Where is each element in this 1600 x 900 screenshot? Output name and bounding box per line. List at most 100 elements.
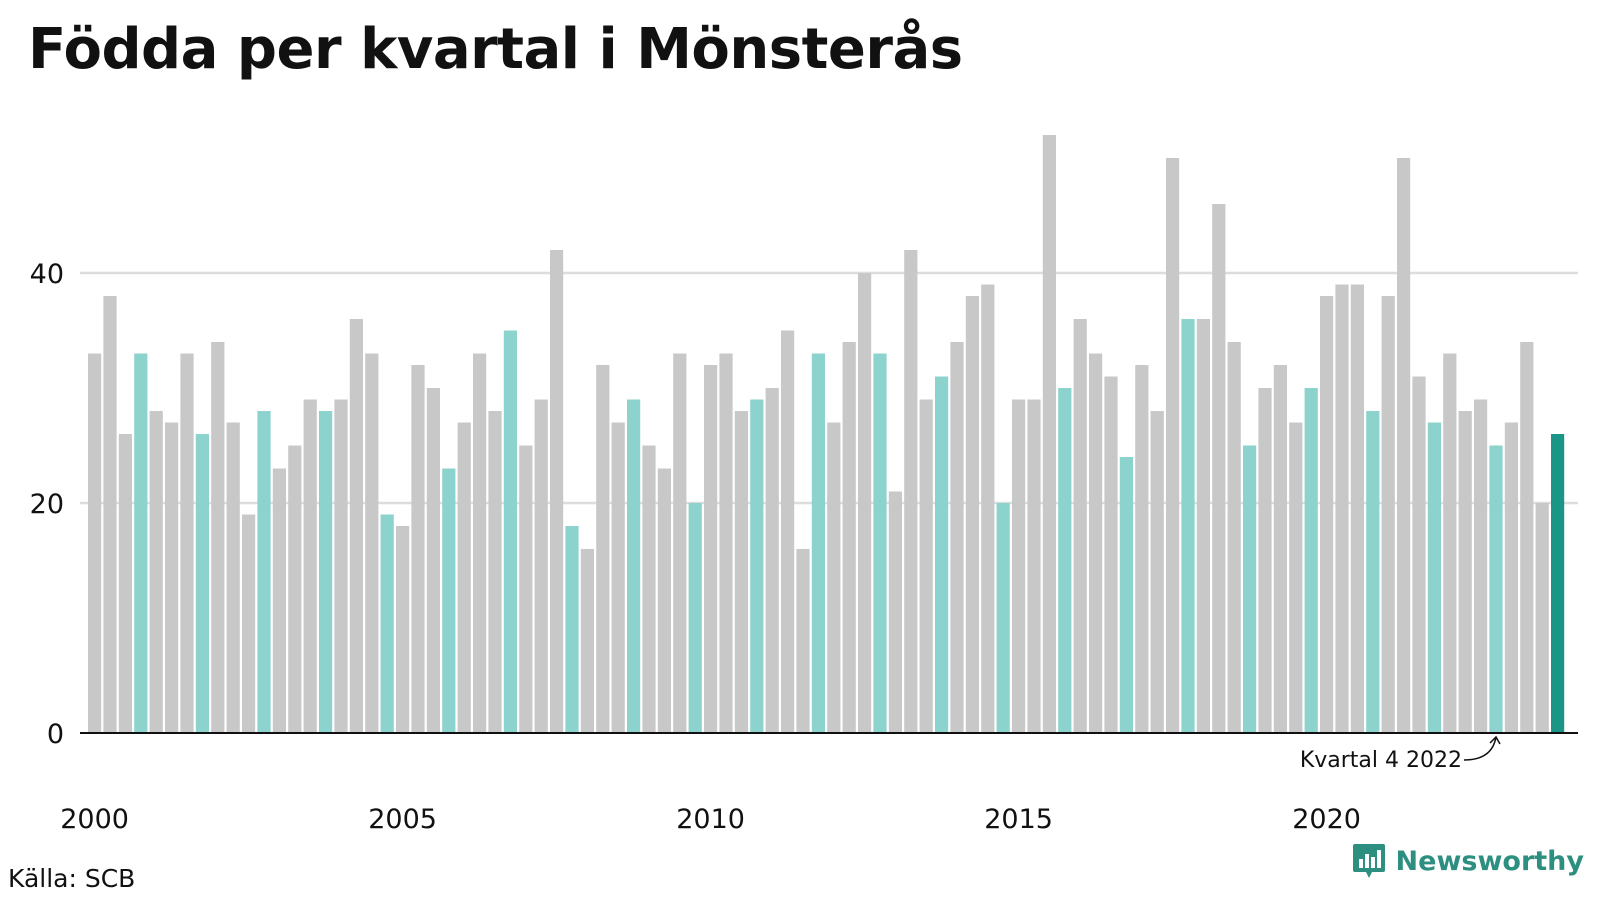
bar	[611, 422, 625, 733]
bar	[303, 399, 317, 733]
bar	[442, 468, 456, 733]
bar	[811, 353, 825, 733]
bar	[1258, 388, 1272, 733]
bar	[1212, 204, 1226, 733]
brand-name: Newsworthy	[1395, 845, 1584, 877]
bar	[1073, 319, 1087, 733]
bar	[781, 330, 795, 733]
x-tick-label: 2010	[676, 804, 745, 835]
bar	[642, 445, 656, 733]
bar	[627, 399, 641, 733]
bar	[904, 250, 918, 733]
bar	[1058, 388, 1072, 733]
x-tick-label: 2015	[984, 804, 1053, 835]
bar	[1027, 399, 1041, 733]
bar	[1104, 376, 1118, 733]
bar	[534, 399, 548, 733]
bar	[426, 388, 440, 733]
bar	[842, 342, 856, 733]
bar	[365, 353, 379, 733]
bar	[1304, 388, 1318, 733]
bar	[1458, 411, 1472, 733]
bar	[319, 411, 333, 733]
bar	[519, 445, 533, 733]
x-tick-label: 2020	[1292, 804, 1361, 835]
annotation-arrow	[1463, 736, 1497, 761]
page-title: Födda per kvartal i Mönsterås	[28, 17, 963, 82]
bar	[134, 353, 148, 733]
bar	[1273, 365, 1287, 733]
bar	[1196, 319, 1210, 733]
bar	[1427, 422, 1441, 733]
bar	[1150, 411, 1164, 733]
bar	[211, 342, 225, 733]
bar	[657, 468, 671, 733]
bar	[195, 434, 209, 733]
bar	[503, 330, 517, 733]
bar	[349, 319, 363, 733]
bar	[1119, 457, 1133, 733]
bar	[858, 273, 872, 733]
bar	[580, 549, 594, 733]
bar	[473, 353, 487, 733]
bar	[1012, 399, 1026, 733]
bar	[796, 549, 810, 733]
bar	[827, 422, 841, 733]
bar	[272, 468, 286, 733]
bar	[688, 503, 702, 733]
bar	[1504, 422, 1518, 733]
bar	[165, 422, 179, 733]
bar	[411, 365, 425, 733]
bar	[242, 514, 256, 733]
bar	[1289, 422, 1303, 733]
bar	[1443, 353, 1457, 733]
bar	[1489, 445, 1503, 733]
bars	[88, 135, 1565, 733]
annotation-label: Kvartal 4 2022	[1300, 748, 1462, 773]
bar	[888, 491, 902, 733]
bar	[180, 353, 194, 733]
bar	[1042, 135, 1056, 733]
bar	[1350, 284, 1364, 733]
bar	[719, 353, 733, 733]
bar	[488, 411, 502, 733]
bar	[935, 376, 949, 733]
bar	[965, 296, 979, 733]
brand-logo: Newsworthy	[1352, 842, 1584, 880]
bar	[765, 388, 779, 733]
bar	[334, 399, 348, 733]
bar	[1135, 365, 1149, 733]
bar	[118, 434, 132, 733]
bar	[1412, 376, 1426, 733]
bar	[257, 411, 271, 733]
bar	[919, 399, 933, 733]
bar	[226, 422, 240, 733]
bar	[1535, 503, 1549, 733]
bar	[1474, 399, 1488, 733]
bar	[750, 399, 764, 733]
x-tick-label: 2005	[368, 804, 437, 835]
bar	[1227, 342, 1241, 733]
bar	[380, 514, 394, 733]
bar	[396, 526, 410, 733]
bar	[1181, 319, 1195, 733]
bar	[1243, 445, 1257, 733]
x-axis-ticks: 2000 2005 2010 2015 2020	[60, 804, 1361, 835]
bar	[1366, 411, 1380, 733]
bar	[1320, 296, 1334, 733]
bar	[873, 353, 887, 733]
bar	[1381, 296, 1395, 733]
bar	[88, 353, 102, 733]
bar	[288, 445, 302, 733]
source-note: Källa: SCB	[8, 864, 136, 893]
bar	[981, 284, 995, 733]
x-tick-label: 2000	[60, 804, 129, 835]
newsworthy-logo-icon	[1352, 844, 1385, 878]
bar	[734, 411, 748, 733]
bar	[1166, 158, 1180, 733]
bar	[704, 365, 718, 733]
bar	[996, 503, 1010, 733]
y-tick-label: 20	[30, 489, 64, 520]
bar	[1551, 434, 1565, 733]
